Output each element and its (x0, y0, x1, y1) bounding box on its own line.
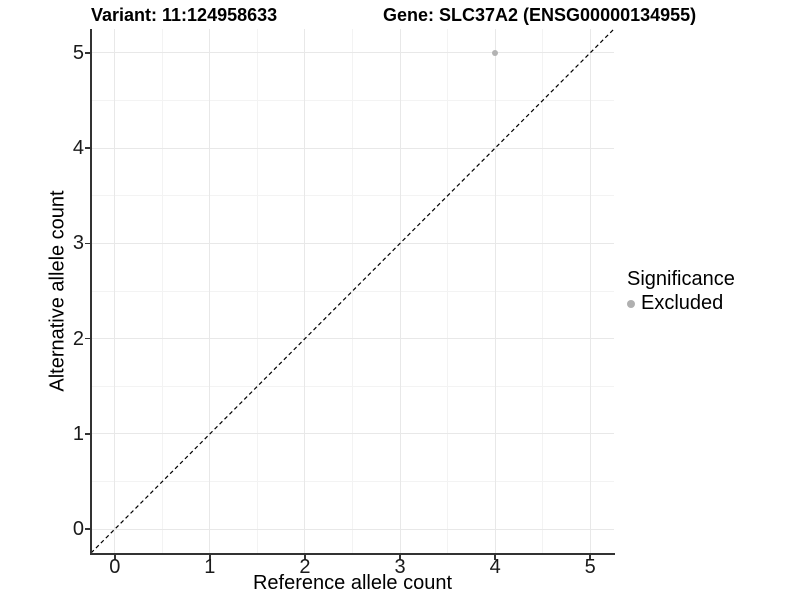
x-axis-line (90, 553, 615, 555)
y-major-gridline (91, 433, 614, 435)
legend-marker-circle-icon (627, 299, 635, 308)
x-tick-label: 1 (204, 556, 216, 578)
x-tick-mark (399, 554, 401, 560)
x-tick-mark (589, 554, 591, 560)
x-tick-mark (209, 554, 211, 560)
x-tick-mark (304, 554, 306, 560)
y-minor-gridline (91, 99, 614, 101)
x-major-gridline (399, 29, 401, 553)
x-tick-mark (114, 554, 116, 560)
legend: Significance Excluded (627, 268, 735, 314)
y-tick-label: 1 (72, 422, 84, 445)
y-major-gridline (91, 528, 614, 530)
x-tick-label: 2 (299, 556, 311, 578)
y-tick-mark (85, 242, 90, 245)
x-major-gridline (494, 29, 496, 553)
y-minor-gridline (91, 481, 614, 483)
y-major-gridline (91, 338, 614, 340)
data-point (492, 49, 499, 56)
plot-panel (91, 29, 614, 553)
y-minor-gridline (91, 290, 614, 292)
y-tick-label: 3 (72, 232, 84, 255)
y-major-gridline (91, 52, 614, 54)
x-tick-label: 4 (489, 556, 501, 578)
y-tick-mark (85, 433, 90, 435)
y-tick-mark (85, 337, 90, 340)
x-tick-label: 0 (109, 556, 121, 578)
legend-item-label: Excluded (641, 292, 724, 314)
y-tick-label: 2 (72, 327, 84, 350)
x-tick-label: 3 (394, 556, 406, 578)
x-axis-title: Reference allele count (252, 572, 452, 594)
y-tick-mark (85, 147, 90, 149)
x-major-gridline (304, 29, 306, 553)
legend-item: Excluded (627, 292, 735, 314)
y-major-gridline (91, 147, 614, 149)
x-major-gridline (114, 29, 116, 553)
x-tick-mark (494, 554, 496, 560)
identity-reference-line (91, 29, 614, 553)
y-tick-mark (85, 52, 90, 54)
x-major-gridline (209, 29, 211, 553)
y-minor-gridline (91, 385, 614, 387)
plot-title-variant: Variant: 11:124958633 (91, 5, 278, 25)
x-tick-label: 5 (584, 556, 596, 578)
y-major-gridline (91, 242, 614, 244)
legend-title: Significance (627, 268, 735, 290)
y-tick-label: 0 (72, 518, 84, 541)
x-major-gridline (589, 29, 591, 553)
y-tick-label: 4 (72, 137, 84, 160)
y-axis-line (90, 29, 92, 554)
y-tick-label: 5 (72, 41, 84, 64)
plot-title-gene: Gene: SLC37A2 (ENSG00000134955) (383, 5, 697, 25)
y-axis-title: Alternative allele count (46, 190, 69, 392)
y-minor-gridline (91, 195, 614, 197)
y-tick-mark (85, 528, 90, 530)
legend-items: Excluded (627, 292, 735, 314)
